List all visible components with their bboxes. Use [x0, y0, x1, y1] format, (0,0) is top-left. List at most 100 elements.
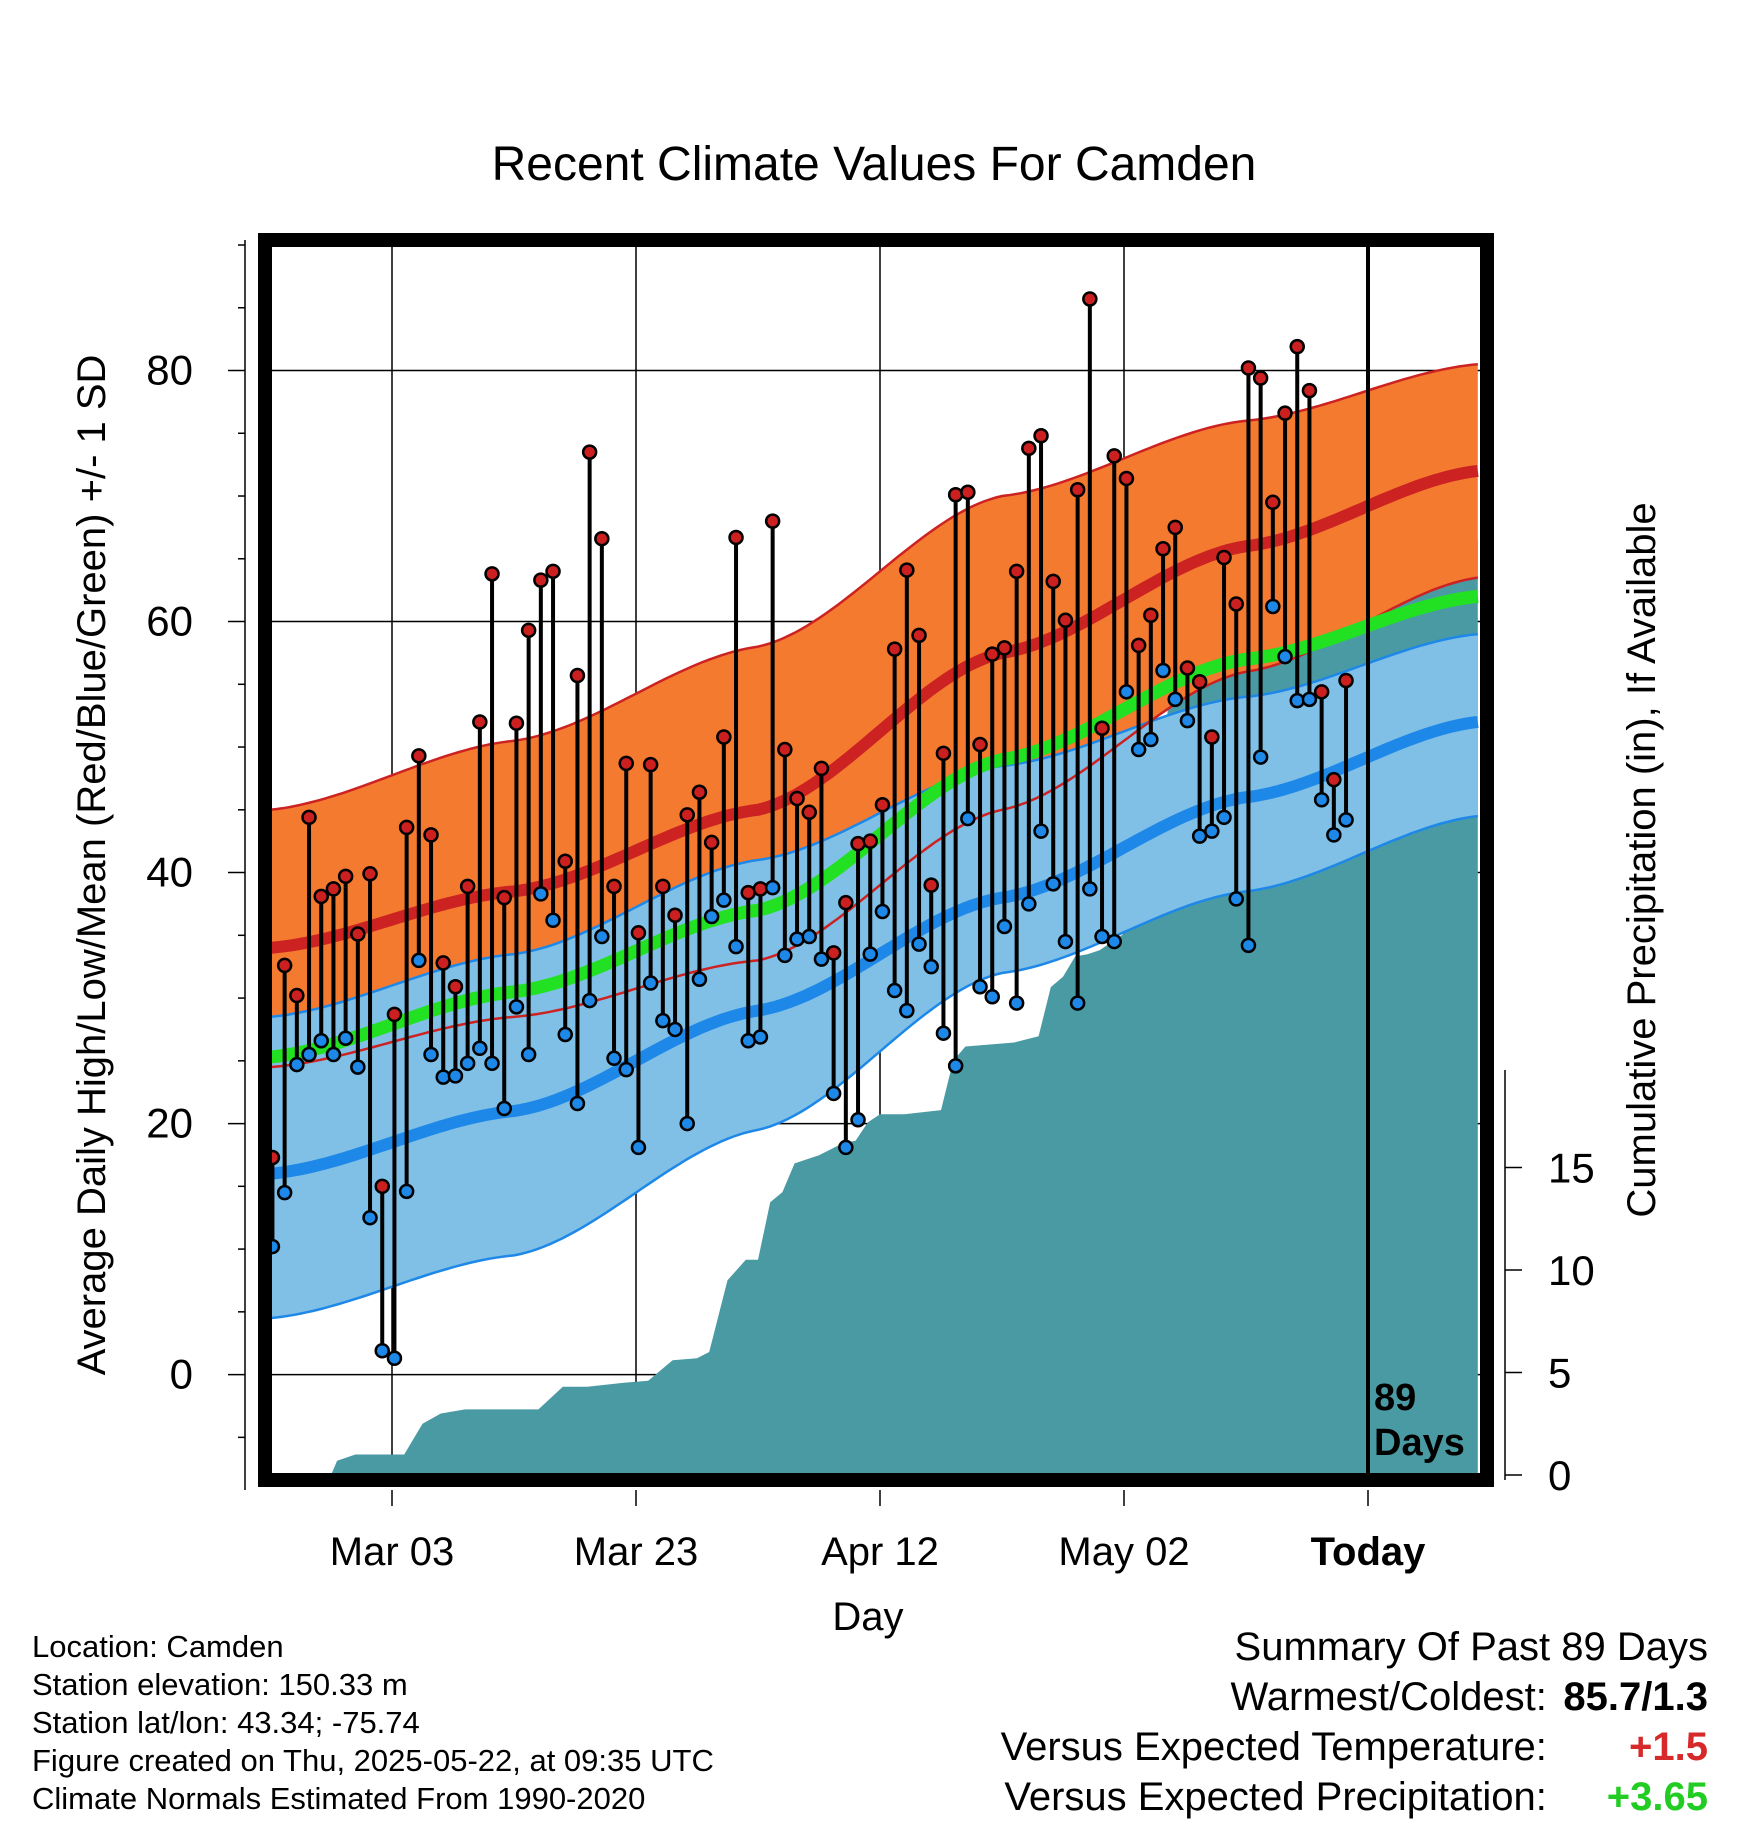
daily-high-point [618, 755, 634, 772]
daily-high-point [1289, 338, 1305, 355]
daily-low-point [1106, 933, 1122, 950]
daily-high-point [667, 907, 683, 923]
y-axis-label: Average Daily High/Low/Mean (Red/Blue/Gr… [70, 355, 114, 1376]
daily-low-point [337, 1030, 354, 1046]
daily-high-point [594, 530, 610, 547]
elevation-text: Station elevation: 150.33 m [32, 1667, 408, 1702]
normals-text: Climate Normals Estimated From 1990-2020 [32, 1781, 646, 1816]
daily-low-point [789, 931, 805, 947]
daily-low-point [825, 1085, 842, 1102]
daily-high-point [337, 868, 354, 885]
daily-high-point [1143, 607, 1159, 624]
daily-low-point [398, 1183, 415, 1200]
daily-high-point [1130, 637, 1147, 654]
y-tick-label: 80 [146, 347, 193, 394]
daily-low-point [996, 918, 1013, 935]
latlon-text: Station lat/lon: 43.34; -75.74 [32, 1705, 420, 1740]
x-tick-label: Mar 23 [574, 1530, 699, 1574]
daily-low-point [947, 1058, 964, 1074]
daily-high-point [642, 756, 659, 773]
summary-panel: Summary Of Past 89 Days Warmest/Coldest:… [1001, 1622, 1708, 1822]
daily-low-point [1216, 809, 1232, 826]
daily-low-point [472, 1040, 488, 1057]
daily-high-point [435, 955, 451, 971]
daily-high-point [1252, 370, 1269, 386]
daily-high-point [1338, 672, 1354, 689]
daily-low-point [1021, 896, 1037, 912]
summary-precip-row: Versus Expected Precipitation: +3.65 [1001, 1772, 1708, 1822]
daily-high-point [386, 1006, 403, 1023]
daily-low-point [350, 1059, 366, 1075]
daily-high-point [1057, 612, 1074, 629]
daily-high-point [1167, 519, 1183, 536]
daily-low-point [777, 947, 793, 964]
daily-low-point [1155, 662, 1171, 679]
daily-high-point [777, 741, 793, 758]
daily-high-point [825, 945, 842, 961]
created-text: Figure created on Thu, 2025-05-22, at 09… [32, 1743, 714, 1778]
daily-high-point [1021, 440, 1037, 457]
daily-high-point [1094, 720, 1110, 736]
daily-low-point [1204, 823, 1220, 839]
daily-low-point [1289, 692, 1305, 709]
daily-low-point [533, 886, 549, 902]
daily-low-point [630, 1139, 647, 1156]
daily-high-point [752, 881, 769, 897]
daily-low-point [642, 975, 659, 991]
daily-low-point [850, 1112, 866, 1128]
normal-high-lower-line [270, 576, 1479, 1069]
warmcold-label: Warmest/Coldest: [1230, 1675, 1547, 1719]
daily-low-point [1265, 598, 1281, 615]
daily-low-point [581, 992, 598, 1009]
daily-low-point [496, 1100, 512, 1117]
daily-high-point [484, 566, 500, 582]
x-tick-label: Mar 03 [330, 1530, 455, 1574]
y-tick-label: 20 [146, 1100, 193, 1147]
summary-heading: Summary Of Past 89 Days [1234, 1625, 1708, 1669]
daily-low-point [1252, 749, 1269, 765]
daily-low-point [1045, 876, 1061, 892]
location-text: Location: Camden [32, 1629, 284, 1664]
daily-low-point [1033, 823, 1049, 839]
y2-tick-label: 0 [1548, 1452, 1571, 1499]
y-tick-label: 0 [170, 1351, 193, 1398]
daily-high-point [1155, 540, 1171, 557]
daily-low-point [1338, 812, 1354, 828]
daily-high-point [325, 881, 342, 897]
daily-high-point [1265, 494, 1281, 511]
daily-high-point [423, 827, 439, 843]
today-days-label: 89 [1374, 1377, 1416, 1419]
daily-high-point [655, 878, 671, 895]
daily-high-point [472, 714, 488, 730]
daily-high-point [1106, 448, 1122, 464]
daily-high-point [728, 529, 744, 546]
daily-low-point [801, 928, 817, 945]
daily-low-point [325, 1046, 342, 1063]
daily-low-point [1167, 691, 1183, 708]
daily-high-point [801, 804, 817, 821]
daily-high-point [1082, 291, 1098, 307]
y2-axis-label: Cumulative Precipitation (in), If Availa… [1620, 502, 1664, 1217]
daily-high-point [1008, 563, 1025, 580]
daily-high-point [398, 819, 415, 836]
daily-high-point [276, 957, 293, 974]
daily-high-point [996, 640, 1013, 656]
daily-high-point [374, 1178, 390, 1195]
daily-high-point [362, 866, 378, 882]
daily-low-point [972, 979, 988, 995]
daily-low-point [1313, 792, 1330, 808]
daily-high-point [679, 807, 695, 823]
daily-high-point [813, 760, 830, 777]
daily-high-point [1069, 481, 1086, 498]
daily-low-point [569, 1095, 586, 1112]
daily-low-point [716, 892, 732, 908]
daily-high-point [1191, 674, 1208, 690]
daily-high-point [411, 748, 427, 764]
chart-title: Recent Climate Values For Camden [492, 138, 1257, 191]
daily-low-point [289, 1056, 305, 1073]
daily-high-point [581, 444, 598, 460]
daily-high-point [520, 622, 537, 639]
daily-high-point [874, 797, 891, 813]
daily-high-point [545, 563, 561, 580]
daily-low-point [508, 999, 525, 1015]
